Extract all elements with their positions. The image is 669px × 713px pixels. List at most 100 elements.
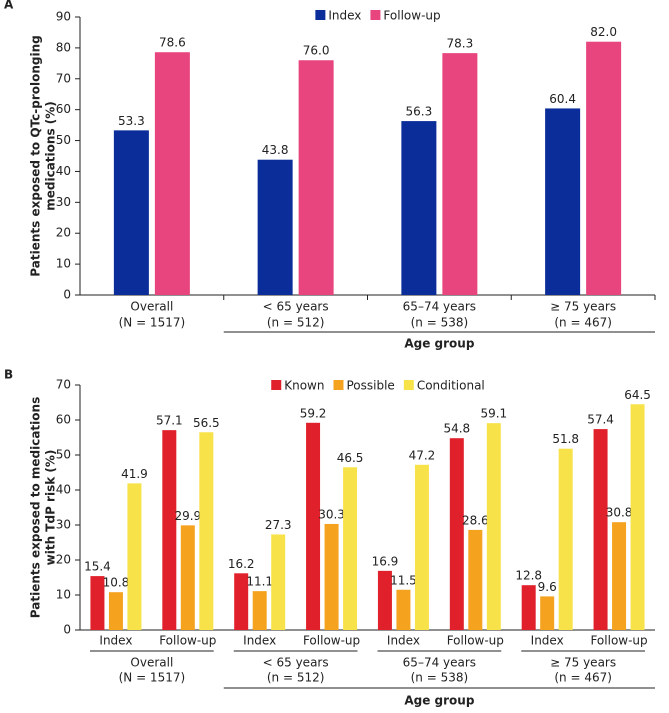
x-axis-label: Age group	[404, 337, 474, 351]
value-label: 59.2	[300, 406, 327, 420]
x-tick-note: (n = 512)	[267, 316, 325, 330]
value-label: 54.8	[443, 422, 470, 436]
bar	[630, 404, 645, 630]
y-tick-label: 30	[56, 195, 71, 209]
x-tick-label: Follow-up	[159, 634, 216, 648]
y-tick-label: 40	[56, 483, 71, 497]
x-tick-label: < 65 years	[263, 300, 329, 314]
y-tick-label: 60	[56, 102, 71, 116]
bar	[257, 159, 293, 295]
y-tick-label: 50	[56, 448, 71, 462]
value-label: 12.8	[515, 569, 542, 583]
group-label: Overall	[130, 656, 173, 670]
bar	[486, 423, 501, 630]
value-label: 9.6	[538, 580, 557, 594]
value-label: 15.4	[84, 560, 111, 574]
bar	[162, 430, 177, 630]
bar	[558, 448, 573, 630]
bar	[521, 585, 536, 630]
value-label: 47.2	[409, 448, 436, 462]
y-axis-label: with TdP risk (%)	[44, 450, 58, 566]
value-label: 76.0	[303, 44, 330, 58]
bar	[271, 534, 286, 630]
group-note: (n = 512)	[267, 671, 325, 685]
value-label: 53.3	[118, 114, 145, 128]
bar	[540, 596, 555, 630]
legend-swatch	[403, 380, 414, 390]
bar	[377, 570, 392, 630]
bar	[449, 438, 464, 630]
value-label: 41.9	[121, 467, 148, 481]
y-tick-label: 90	[56, 10, 71, 24]
value-label: 10.8	[103, 576, 130, 590]
bar	[586, 41, 622, 295]
value-label: 78.6	[159, 36, 186, 50]
group-label: < 65 years	[263, 656, 329, 670]
bar	[127, 483, 142, 630]
value-label: 78.3	[447, 37, 474, 51]
group-note: (n = 538)	[411, 671, 469, 685]
value-label: 28.6	[462, 513, 489, 527]
x-axis-label: Age group	[404, 694, 474, 708]
value-label: 60.4	[549, 92, 576, 106]
y-tick-label: 10	[56, 588, 71, 602]
x-tick-label: Index	[387, 634, 420, 648]
x-tick-label: Follow-up	[303, 634, 360, 648]
group-note: (n = 467)	[554, 671, 612, 685]
value-label: 57.4	[587, 413, 614, 427]
value-label: 30.3	[318, 507, 345, 521]
value-label: 51.8	[552, 432, 579, 446]
legend-swatch	[315, 10, 326, 20]
bar	[442, 53, 478, 295]
legend-label: Possible	[346, 379, 394, 393]
value-label: 56.3	[406, 105, 433, 119]
bar	[468, 529, 483, 630]
group-label: 65–74 years	[403, 656, 476, 670]
bar	[324, 523, 339, 630]
y-tick-label: 20	[56, 553, 71, 567]
y-axis-label: medications (%)	[44, 101, 58, 211]
bar	[612, 522, 627, 630]
value-label: 46.5	[337, 451, 364, 465]
y-tick-label: 20	[56, 226, 71, 240]
x-tick-note: (N = 1517)	[119, 316, 186, 330]
x-tick-label: Follow-up	[590, 634, 647, 648]
group-label: ≥ 75 years	[550, 656, 616, 670]
bar	[414, 464, 429, 630]
bar	[113, 130, 149, 295]
legend-label: Known	[284, 379, 324, 393]
x-tick-note: (n = 538)	[411, 316, 469, 330]
legend-swatch	[271, 380, 282, 390]
bar	[108, 592, 123, 630]
bar	[593, 429, 608, 630]
value-label: 82.0	[590, 25, 617, 39]
y-tick-label: 10	[56, 257, 71, 271]
x-tick-label: 65–74 years	[403, 300, 476, 314]
bar	[252, 591, 267, 630]
y-tick-label: 70	[56, 378, 71, 392]
value-label: 43.8	[262, 143, 289, 157]
value-label: 29.9	[174, 509, 201, 523]
x-tick-label: Index	[531, 634, 564, 648]
y-tick-label: 30	[56, 518, 71, 532]
x-tick-label: Follow-up	[447, 634, 504, 648]
value-label: 16.2	[228, 557, 255, 571]
x-tick-note: (n = 467)	[554, 316, 612, 330]
panel-label: B	[4, 368, 13, 382]
legend-swatch	[370, 10, 381, 20]
legend-label: Index	[328, 9, 361, 23]
value-label: 57.1	[156, 414, 183, 428]
x-tick-label: Index	[243, 634, 276, 648]
value-label: 59.1	[480, 407, 507, 421]
y-tick-label: 80	[56, 40, 71, 54]
bar	[90, 576, 105, 630]
y-tick-label: 40	[56, 164, 71, 178]
value-label: 16.9	[372, 554, 399, 568]
y-tick-label: 60	[56, 413, 71, 427]
value-label: 56.5	[193, 416, 220, 430]
legend-label: Follow-up	[383, 9, 440, 23]
bar	[180, 525, 195, 630]
value-label: 30.8	[606, 506, 633, 520]
y-tick-label: 0	[63, 288, 71, 302]
